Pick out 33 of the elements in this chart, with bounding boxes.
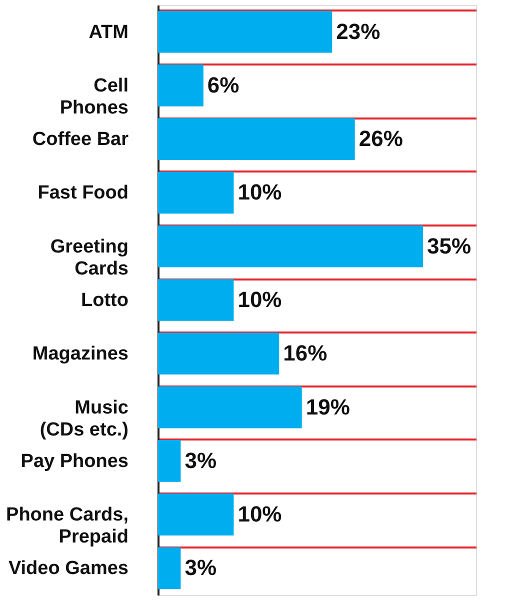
data-label: 10% xyxy=(238,180,282,205)
y-tick-label: Coffee Bar xyxy=(32,129,130,150)
bar xyxy=(158,172,234,214)
y-tick-label: Phone Cards, Prepaid xyxy=(6,504,128,548)
bar xyxy=(158,494,234,536)
data-label: 16% xyxy=(283,340,328,366)
data-label: 35% xyxy=(427,233,472,258)
y-tick-label: Fast Food xyxy=(38,182,128,204)
bar xyxy=(158,386,302,428)
bar xyxy=(158,10,332,53)
bar xyxy=(158,225,423,268)
bar xyxy=(158,118,355,160)
data-label: 3% xyxy=(184,555,217,580)
bar xyxy=(158,279,234,321)
bar xyxy=(158,440,181,482)
bar xyxy=(158,64,204,106)
y-tick-label: ATM xyxy=(88,22,128,43)
y-tick-label: Cell Phones xyxy=(60,75,128,118)
data-label: 26% xyxy=(358,126,403,152)
data-label: 3% xyxy=(184,448,217,473)
data-label: 23% xyxy=(336,18,380,44)
data-label: 10% xyxy=(238,287,282,312)
data-label: 19% xyxy=(306,394,350,420)
y-tick-label: Magazines xyxy=(32,344,128,365)
data-label: 6% xyxy=(207,72,240,98)
data-label: 10% xyxy=(238,502,282,527)
y-tick-label: Lotto xyxy=(81,290,128,311)
bar xyxy=(158,547,181,590)
y-tick-label: Pay Phones xyxy=(20,450,128,472)
y-tick-label: Greeting Cards xyxy=(50,236,128,280)
y-tick-label: Music (CDs etc.) xyxy=(40,397,129,440)
y-tick-label: Video Games xyxy=(8,558,128,580)
bar xyxy=(158,332,280,375)
